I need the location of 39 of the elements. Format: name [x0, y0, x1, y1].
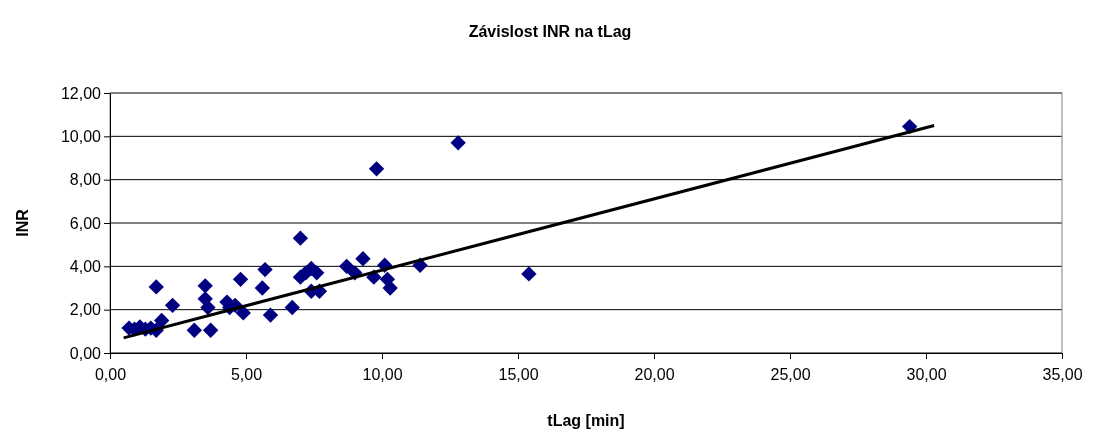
point [197, 278, 213, 294]
x-tick-label: 30,00 [906, 365, 947, 383]
point [235, 305, 251, 321]
x-tick-label: 20,00 [634, 365, 675, 383]
point [382, 280, 398, 296]
x-axis-title: tLag [min] [547, 412, 625, 429]
x-tick-label: 5,00 [230, 365, 263, 383]
point [262, 307, 279, 323]
point [368, 161, 385, 177]
x-tick-label: 25,00 [770, 365, 811, 383]
point [338, 258, 355, 274]
y-tick-label: 12,00 [60, 84, 102, 102]
x-tick-label: 10,00 [362, 365, 403, 383]
point [164, 297, 181, 313]
point [254, 280, 270, 296]
point [292, 230, 309, 246]
y-tick-label: 10,00 [60, 127, 102, 145]
point [309, 265, 325, 281]
point [355, 251, 371, 267]
x-tick-label: 35,00 [1042, 365, 1083, 383]
y-tick-label: 8,00 [69, 171, 102, 189]
point [232, 271, 249, 287]
x-tick-label: 15,00 [498, 365, 539, 383]
point [148, 279, 164, 295]
y-tick-label: 2,00 [69, 301, 102, 319]
y-tick-label: 4,00 [69, 257, 102, 275]
point [202, 322, 219, 338]
point [154, 312, 170, 329]
point [186, 322, 202, 338]
x-tick-label: 0,00 [94, 365, 127, 383]
y-axis-title: INR [14, 208, 31, 237]
point [200, 299, 216, 316]
y-tick-label: 6,00 [69, 214, 102, 232]
point [521, 266, 537, 282]
y-tick-label: 0,00 [69, 344, 102, 362]
point [284, 299, 300, 316]
point [450, 135, 466, 151]
chart-title: Závislost INR na tLag [468, 23, 632, 40]
point [257, 261, 273, 278]
